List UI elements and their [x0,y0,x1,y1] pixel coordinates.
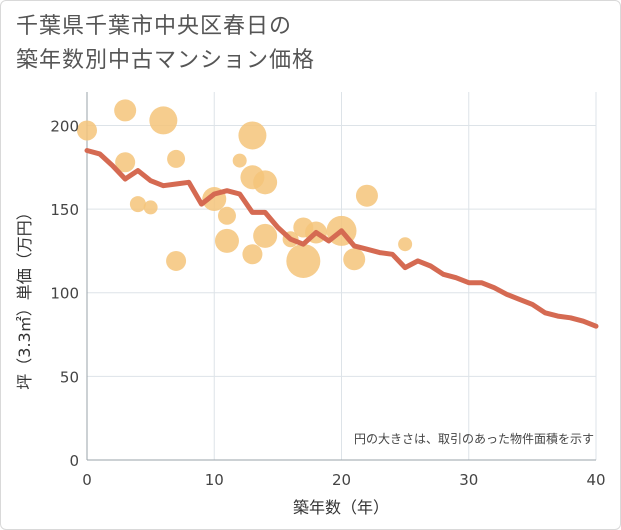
chart-note: 円の大きさは、取引のあった物件面積を示す [354,431,594,446]
bubble-point-3 [129,196,146,213]
chart-title: 千葉県千葉市中央区春日の 築年数別中古マンション価格 [16,10,315,78]
bubble-point-10 [214,228,239,253]
bubble-point-7 [166,250,187,271]
bubble-layer [77,99,413,278]
y-tick-label-200: 200 [50,117,79,135]
x-axis-label: 築年数（年） [293,498,389,517]
x-tick-label-0: 0 [82,471,92,489]
bubble-point-23 [355,184,378,207]
bubble-point-2 [115,152,136,173]
trend-line [84,148,599,329]
bubble-point-19 [286,243,321,278]
y-tick-label-100: 100 [50,285,79,303]
y-tick-label-50: 50 [60,368,79,386]
x-tick-label-20: 20 [332,471,351,489]
bubble-point-5 [149,106,178,135]
bubble-point-12 [238,121,267,150]
bubble-point-4 [143,200,158,215]
chart-title-line-2: 築年数別中古マンション価格 [16,48,316,73]
y-axis-label: 坪（3.3㎡）単価（万円） [15,204,34,389]
bubble-point-22 [343,248,366,271]
bubble-point-11 [232,153,247,168]
bubble-point-16 [253,223,278,248]
x-tick-label-30: 30 [459,471,478,489]
tick-labels: 0 50 100 150 200 0 10 20 30 40 [50,117,605,489]
bubble-point-9 [217,206,236,225]
grid-lines [86,92,597,461]
y-tick-label-150: 150 [50,201,79,219]
trend-layer [84,148,599,329]
x-tick-label-40: 40 [586,471,605,489]
chart-title-line-1: 千葉県千葉市中央区春日の [16,14,293,39]
bubble-point-0 [77,120,97,141]
bubble-point-24 [398,237,413,252]
bubble-point-14 [242,244,263,265]
y-tick-label-0: 0 [69,452,79,470]
x-tick-label-10: 10 [205,471,224,489]
bubble-point-15 [253,170,278,195]
bubble-point-1 [114,99,137,122]
bubble-point-6 [167,149,186,168]
